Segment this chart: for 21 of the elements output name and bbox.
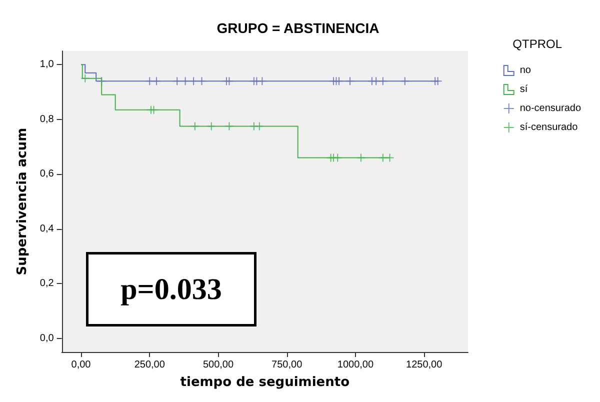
x-tick-label: 500,00: [202, 360, 234, 370]
x-tick-label: 250,00: [134, 360, 166, 370]
legend-label: no-censurado: [520, 103, 582, 114]
y-tick-label: 0,2: [40, 278, 54, 290]
x-tick-label: 1000,00: [337, 360, 374, 370]
y-tick-label: 1,0: [40, 59, 54, 70]
chart-title: GRUPO = ABSTINENCIA: [216, 20, 380, 36]
y-tick-label: 0,4: [40, 223, 54, 234]
x-tick-label: 0,00: [71, 360, 92, 370]
annotation: p=0.033: [120, 272, 222, 306]
legend-label: sí-censurado: [520, 122, 578, 133]
x-axis-title: tiempo de seguimiento: [180, 375, 350, 390]
y-tick-label: 0,6: [40, 168, 54, 180]
y-tick-label: 0,0: [40, 332, 54, 344]
legend-title: QTPROL: [512, 37, 562, 51]
x-tick-label: 750,00: [272, 360, 303, 370]
y-tick-label: 0,8: [40, 114, 54, 125]
legend-label: no: [520, 65, 532, 76]
x-tick-label: 1250,00: [406, 360, 443, 370]
legend-label: sí: [520, 84, 528, 95]
y-axis-title: Supervivencia acum: [15, 128, 30, 276]
